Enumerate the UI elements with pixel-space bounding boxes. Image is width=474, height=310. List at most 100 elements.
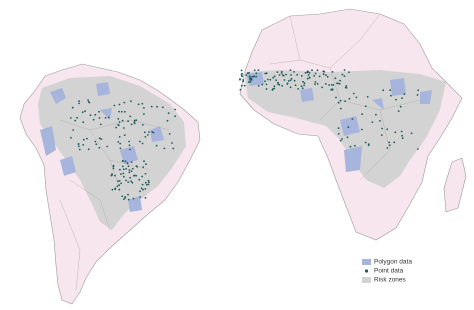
point-marker — [139, 140, 141, 143]
point-marker — [255, 75, 258, 78]
point-marker — [120, 110, 123, 113]
point-marker — [269, 78, 272, 81]
point-marker — [316, 83, 319, 85]
point-marker — [71, 106, 74, 109]
point-marker — [78, 148, 81, 151]
point-marker — [141, 183, 144, 186]
point-marker — [289, 86, 292, 89]
point-marker — [86, 137, 88, 140]
point-marker — [308, 72, 311, 74]
point-marker — [388, 144, 391, 147]
point-marker — [242, 80, 245, 83]
point-marker — [393, 141, 396, 144]
point-marker — [130, 161, 133, 164]
point-marker — [72, 129, 75, 131]
point-marker — [95, 143, 98, 146]
point-marker — [339, 99, 342, 102]
point-marker — [303, 82, 306, 85]
africa — [239, 8, 467, 241]
point-marker — [241, 72, 243, 75]
point-marker — [119, 147, 122, 150]
point-marker — [118, 121, 121, 123]
point-marker — [135, 174, 138, 177]
point-marker — [290, 74, 292, 76]
point-marker — [144, 197, 147, 199]
point-marker — [139, 196, 142, 198]
point-marker — [128, 169, 131, 171]
point-marker — [281, 74, 284, 76]
point-marker — [89, 114, 92, 117]
point-marker — [334, 77, 337, 80]
point-marker — [70, 136, 72, 139]
point-marker — [141, 102, 144, 105]
point-marker — [280, 72, 283, 74]
point-marker — [247, 81, 250, 83]
point-marker — [381, 127, 383, 130]
point-marker — [122, 160, 125, 163]
point-marker — [240, 84, 243, 87]
point-marker — [355, 96, 358, 99]
point-marker — [328, 84, 330, 86]
point-marker — [148, 181, 150, 184]
point-marker — [347, 126, 350, 129]
point-marker — [78, 102, 80, 105]
point-marker — [121, 165, 124, 168]
point-marker — [172, 147, 175, 150]
point-marker — [125, 168, 128, 170]
point-marker — [84, 110, 86, 113]
point-marker — [171, 142, 173, 144]
point-marker — [128, 140, 131, 143]
point-marker — [416, 94, 419, 96]
point-marker — [264, 80, 266, 83]
madagascar — [443, 157, 467, 213]
point-marker — [316, 69, 319, 72]
point-marker — [417, 148, 419, 150]
point-marker — [99, 123, 102, 126]
point-marker — [273, 87, 276, 90]
point-marker — [143, 113, 145, 115]
point-marker — [245, 74, 248, 76]
legend-swatch — [362, 259, 371, 265]
point-marker — [166, 119, 169, 122]
point-marker — [119, 142, 122, 145]
point-marker — [401, 137, 404, 140]
point-marker — [364, 141, 367, 144]
point-marker — [348, 97, 351, 100]
point-marker — [112, 164, 115, 167]
point-marker — [117, 118, 120, 120]
point-marker — [293, 79, 296, 82]
point-marker — [118, 103, 121, 106]
point-marker — [397, 110, 400, 112]
point-marker — [155, 144, 158, 147]
point-marker — [361, 113, 363, 116]
point-marker — [98, 146, 101, 149]
point-marker — [121, 195, 124, 198]
point-marker — [336, 82, 338, 85]
point-marker — [306, 77, 309, 80]
point-marker — [69, 117, 72, 119]
point-marker — [122, 168, 125, 171]
point-marker — [141, 175, 144, 178]
point-marker — [281, 84, 284, 87]
point-marker — [240, 69, 243, 72]
point-marker — [144, 131, 146, 134]
point-marker — [87, 148, 90, 151]
point-marker — [277, 81, 279, 84]
legend-label: Polygon data — [374, 259, 412, 266]
point-marker — [273, 85, 276, 88]
point-marker — [366, 96, 369, 98]
point-marker — [273, 75, 276, 78]
point-marker — [417, 89, 419, 92]
point-marker — [94, 113, 97, 116]
point-marker — [283, 79, 286, 81]
point-marker — [293, 71, 295, 73]
point-marker — [113, 104, 116, 107]
point-marker — [302, 80, 304, 83]
point-marker — [253, 69, 256, 72]
point-marker — [331, 71, 334, 73]
point-marker — [243, 84, 246, 87]
point-marker — [253, 75, 256, 78]
point-marker — [332, 84, 335, 86]
point-marker — [352, 92, 355, 95]
